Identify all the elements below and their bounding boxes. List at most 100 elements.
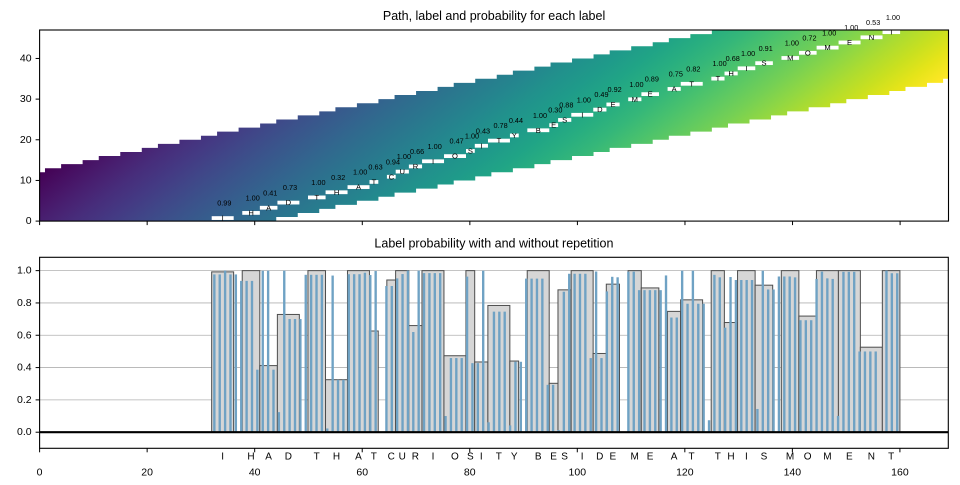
- svg-text:T: T: [889, 28, 894, 37]
- svg-text:1.00: 1.00: [785, 39, 799, 48]
- svg-text:0.4: 0.4: [17, 362, 32, 374]
- svg-text:E: E: [610, 451, 617, 462]
- svg-text:0.82: 0.82: [686, 64, 700, 73]
- svg-text:1.00: 1.00: [844, 23, 858, 32]
- svg-text:N: N: [869, 33, 874, 42]
- svg-text:B: B: [535, 451, 542, 462]
- svg-text:1.00: 1.00: [741, 49, 755, 58]
- svg-text:M: M: [631, 451, 639, 462]
- svg-text:S: S: [562, 115, 567, 124]
- svg-text:M: M: [787, 53, 793, 62]
- svg-text:E: E: [610, 100, 615, 109]
- svg-text:S: S: [467, 451, 474, 462]
- svg-text:0.0: 0.0: [17, 426, 32, 438]
- svg-text:1.0: 1.0: [17, 265, 32, 277]
- svg-text:0.75: 0.75: [669, 70, 683, 79]
- svg-text:0.49: 0.49: [594, 90, 608, 99]
- svg-text:20: 20: [141, 466, 153, 478]
- svg-text:D: D: [597, 105, 603, 114]
- svg-text:S: S: [468, 146, 473, 155]
- svg-text:R: R: [413, 162, 419, 171]
- svg-text:I: I: [221, 451, 224, 462]
- svg-text:I: I: [432, 451, 435, 462]
- svg-text:E: E: [847, 38, 852, 47]
- svg-text:I: I: [480, 141, 482, 150]
- svg-text:Path, label and probability fo: Path, label and probability for each lab…: [383, 9, 605, 23]
- svg-text:10: 10: [20, 174, 32, 186]
- svg-text:H: H: [247, 451, 254, 462]
- svg-text:M: M: [823, 451, 831, 462]
- svg-text:0.6: 0.6: [17, 329, 32, 341]
- svg-text:I: I: [581, 110, 583, 119]
- svg-text:T: T: [372, 177, 377, 186]
- svg-text:140: 140: [784, 466, 802, 478]
- svg-text:E: E: [550, 451, 557, 462]
- svg-text:D: D: [285, 451, 292, 462]
- svg-text:M: M: [824, 43, 830, 52]
- svg-text:30: 30: [20, 93, 32, 105]
- svg-text:T: T: [716, 74, 721, 83]
- svg-text:0.53: 0.53: [866, 18, 880, 27]
- svg-text:T: T: [689, 79, 694, 88]
- svg-text:T: T: [371, 451, 377, 462]
- svg-text:C: C: [389, 172, 395, 181]
- svg-text:A: A: [265, 451, 272, 462]
- svg-text:H: H: [728, 69, 733, 78]
- svg-text:E: E: [846, 451, 853, 462]
- svg-text:O: O: [452, 152, 458, 161]
- svg-text:H: H: [333, 451, 340, 462]
- svg-text:0.63: 0.63: [368, 163, 382, 172]
- svg-text:0.92: 0.92: [608, 85, 622, 94]
- svg-text:20: 20: [20, 134, 32, 146]
- svg-text:40: 40: [249, 466, 261, 478]
- svg-text:0.88: 0.88: [559, 101, 573, 110]
- svg-text:1.00: 1.00: [577, 95, 591, 104]
- svg-text:1.00: 1.00: [533, 111, 547, 120]
- svg-text:Label probability with and wit: Label probability with and without repet…: [374, 236, 613, 250]
- svg-text:T: T: [497, 136, 502, 145]
- svg-text:1.00: 1.00: [397, 152, 411, 161]
- svg-text:0.2: 0.2: [17, 394, 32, 406]
- svg-text:O: O: [451, 451, 459, 462]
- svg-text:Y: Y: [511, 451, 518, 462]
- svg-text:A: A: [355, 451, 362, 462]
- svg-text:0.78: 0.78: [493, 121, 507, 130]
- svg-text:E: E: [551, 121, 556, 130]
- svg-text:T: T: [689, 451, 695, 462]
- svg-text:T: T: [314, 193, 319, 202]
- svg-text:A: A: [671, 451, 678, 462]
- svg-text:T: T: [314, 451, 320, 462]
- svg-text:100: 100: [569, 466, 587, 478]
- svg-text:0.99: 0.99: [217, 199, 231, 208]
- svg-text:H: H: [248, 208, 253, 217]
- svg-text:0.47: 0.47: [450, 137, 464, 146]
- svg-text:160: 160: [891, 466, 909, 478]
- svg-text:1.00: 1.00: [311, 178, 325, 187]
- svg-text:T: T: [715, 451, 721, 462]
- svg-text:S: S: [561, 451, 568, 462]
- svg-text:O: O: [804, 451, 812, 462]
- svg-text:S: S: [762, 59, 767, 68]
- svg-text:1.00: 1.00: [428, 142, 442, 151]
- svg-text:T: T: [888, 451, 894, 462]
- svg-text:80: 80: [464, 466, 476, 478]
- svg-text:0.43: 0.43: [476, 126, 490, 135]
- svg-text:U: U: [399, 451, 406, 462]
- svg-text:H: H: [334, 188, 339, 197]
- svg-text:0.44: 0.44: [509, 116, 523, 125]
- svg-text:0.32: 0.32: [331, 173, 345, 182]
- svg-text:M: M: [632, 95, 638, 104]
- svg-text:D: D: [286, 198, 292, 207]
- svg-text:0.91: 0.91: [759, 44, 773, 53]
- svg-text:M: M: [786, 451, 794, 462]
- svg-text:U: U: [400, 167, 405, 176]
- svg-text:1.00: 1.00: [712, 59, 726, 68]
- svg-text:D: D: [596, 451, 603, 462]
- svg-text:0.41: 0.41: [263, 188, 277, 197]
- svg-text:Y: Y: [512, 131, 517, 140]
- svg-text:60: 60: [356, 466, 368, 478]
- svg-text:0.89: 0.89: [645, 75, 659, 84]
- svg-text:I: I: [745, 64, 747, 73]
- svg-text:0.68: 0.68: [726, 54, 740, 63]
- svg-text:I: I: [745, 451, 748, 462]
